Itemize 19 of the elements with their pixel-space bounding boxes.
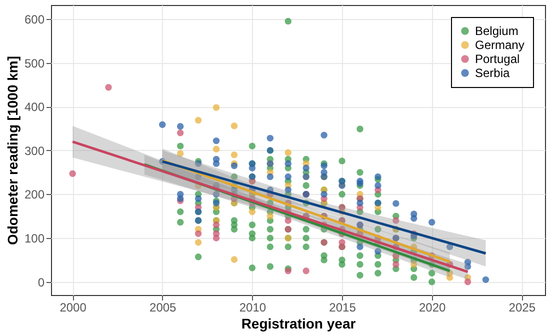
y-tick-label: 200 — [24, 188, 45, 202]
legend-label: Belgium — [475, 24, 518, 38]
legend-label: Portugal — [475, 52, 520, 66]
x-tick-label: 2015 — [329, 300, 356, 314]
y-axis-title: Odometer reading [1000 km] — [4, 56, 20, 246]
x-tick-label: 2020 — [418, 300, 446, 314]
y-tick-label: 400 — [24, 100, 45, 114]
y-tick-label: 100 — [24, 232, 45, 246]
x-tick-label: 2000 — [60, 300, 87, 314]
x-tick-label: 2005 — [150, 300, 177, 314]
x-tick-label: 2010 — [239, 300, 266, 314]
legend-label: Germany — [475, 38, 524, 52]
legend-label: Serbia — [475, 66, 510, 80]
y-tick-label: 500 — [24, 56, 45, 70]
y-tick-label: 0 — [38, 275, 45, 290]
y-tick-label: 300 — [24, 144, 45, 158]
y-tick-label: 600 — [24, 12, 45, 27]
x-tick-label: 2025 — [508, 300, 536, 314]
x-axis-title: Registration year — [241, 316, 356, 332]
